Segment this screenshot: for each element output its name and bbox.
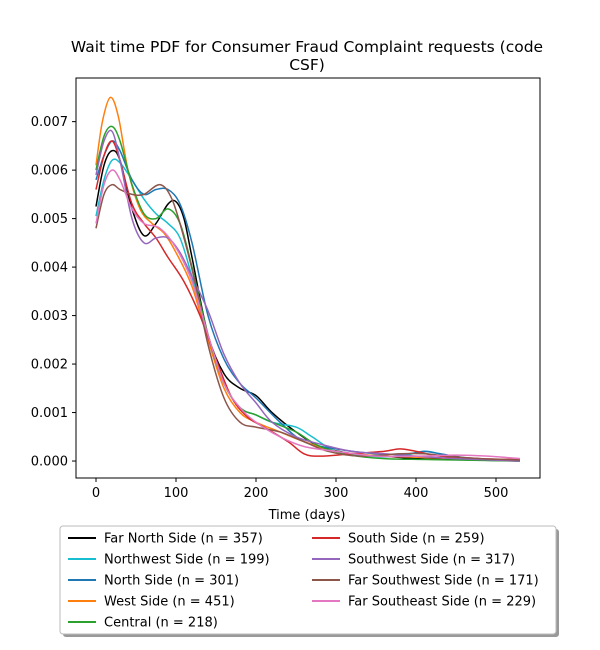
series-line-1 bbox=[95, 158, 521, 462]
series-line-6 bbox=[95, 129, 521, 462]
x-axis-ticks: 0 100 200 300 400 500 bbox=[92, 478, 509, 501]
legend-items: Far North Side (n = 357) Northwest Side (… bbox=[68, 532, 539, 631]
x-tick-label-2: 200 bbox=[244, 486, 269, 501]
y-tick-label-1: 0.001 bbox=[31, 406, 68, 421]
legend-label-1: Northwest Side (n = 199) bbox=[104, 553, 270, 568]
x-tick-label-0: 0 bbox=[92, 486, 100, 501]
x-tick-label-4: 400 bbox=[404, 486, 429, 501]
series-line-2 bbox=[95, 140, 521, 462]
y-axis-ticks: 0.000 0.001 0.002 0.003 0.004 0.005 0.006 0.007 bbox=[31, 115, 76, 470]
x-tick-label-3: 300 bbox=[324, 486, 349, 501]
chart-title-line2: CSF) bbox=[289, 56, 325, 74]
x-tick-label-5: 500 bbox=[484, 486, 509, 501]
series-line-0 bbox=[95, 149, 521, 462]
series-line-4 bbox=[95, 125, 521, 462]
legend-label-4: Central (n = 218) bbox=[104, 616, 218, 631]
legend-label-2: North Side (n = 301) bbox=[104, 574, 239, 589]
legend-label-7: Far Southwest Side (n = 171) bbox=[348, 574, 539, 589]
legend-label-8: Far Southeast Side (n = 229) bbox=[348, 595, 536, 610]
y-tick-label-0: 0.000 bbox=[31, 455, 68, 470]
legend-label-6: Southwest Side (n = 317) bbox=[348, 553, 515, 568]
chart-title-line1: Wait time PDF for Consumer Fraud Complai… bbox=[71, 38, 543, 56]
series-group bbox=[95, 96, 521, 462]
plot-area: 0 100 200 300 400 500 0.0000.0010.0020.0030.0… bbox=[31, 77, 541, 501]
y-tick-label-4: 0.004 bbox=[31, 261, 68, 276]
series-line-5 bbox=[95, 140, 521, 461]
y-tick-label-6: 0.006 bbox=[31, 164, 68, 179]
y-tick-label-3: 0.003 bbox=[31, 309, 68, 324]
y-tick-label-2: 0.002 bbox=[31, 358, 68, 373]
legend-box bbox=[59, 525, 557, 635]
legend-label-5: South Side (n = 259) bbox=[348, 532, 485, 547]
x-axis-label: Time (days) bbox=[268, 508, 346, 523]
legend-label-3: West Side (n = 451) bbox=[104, 595, 235, 610]
series-line-3 bbox=[95, 96, 521, 462]
y-tick-label-5: 0.005 bbox=[31, 212, 68, 227]
axes-frame bbox=[75, 77, 541, 479]
series-line-8 bbox=[95, 169, 521, 460]
series-line-7 bbox=[95, 183, 521, 461]
legend-label-0: Far North Side (n = 357) bbox=[104, 532, 263, 547]
y-tick-label-7: 0.007 bbox=[31, 115, 68, 130]
legend: Far North Side (n = 357) Northwest Side (… bbox=[59, 525, 559, 637]
x-tick-label-1: 100 bbox=[164, 486, 189, 501]
